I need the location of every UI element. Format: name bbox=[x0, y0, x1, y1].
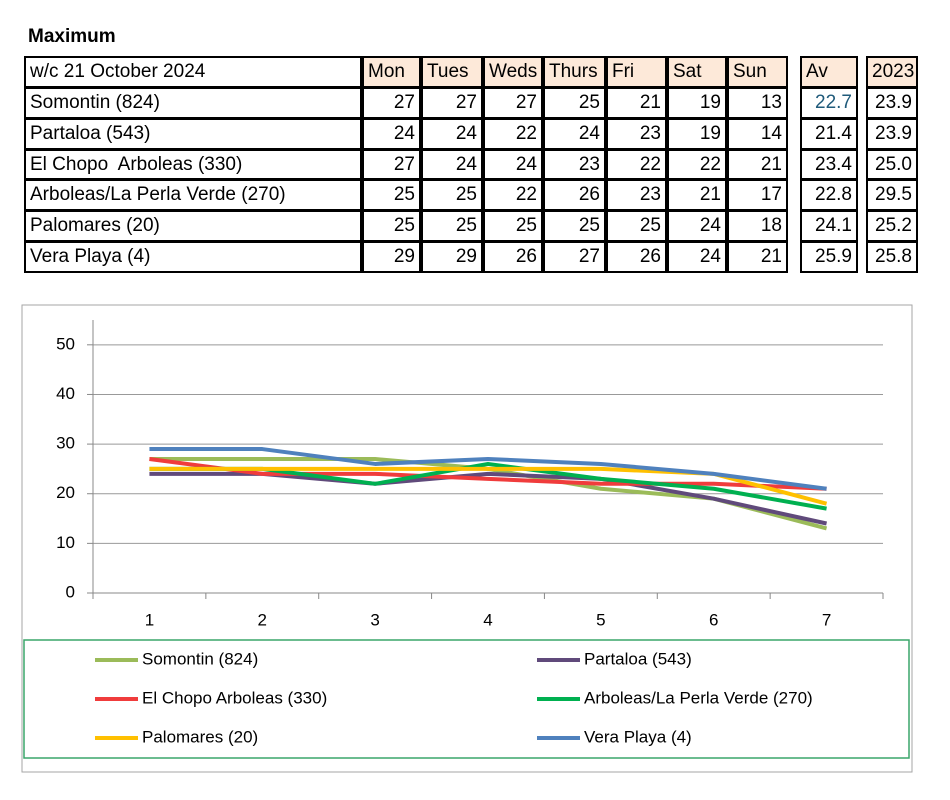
series-line bbox=[149, 456, 827, 491]
value-cell: 21 bbox=[727, 241, 788, 273]
y-tick-label: 30 bbox=[56, 434, 75, 453]
legend-label: El Chopo Arboleas (330) bbox=[142, 688, 327, 707]
value-cell: 24.1 bbox=[800, 210, 858, 242]
value-cell: 29 bbox=[362, 241, 421, 273]
legend-label: Vera Playa (4) bbox=[584, 727, 692, 746]
x-tick-label: 4 bbox=[483, 610, 492, 629]
header-cell: 2023 bbox=[866, 56, 918, 88]
series-line bbox=[149, 447, 827, 491]
value-cell: 25 bbox=[421, 210, 483, 242]
value-cell: 25 bbox=[483, 210, 543, 242]
y-tick-label: 10 bbox=[56, 533, 75, 552]
chart-frame bbox=[21, 304, 913, 773]
header-cell: Thurs bbox=[543, 56, 606, 88]
value-cell: 25 bbox=[543, 210, 606, 242]
legend-label: Palomares (20) bbox=[142, 727, 258, 746]
header-cell: Weds bbox=[483, 56, 543, 88]
x-tick-label: 1 bbox=[145, 610, 154, 629]
y-tick-label: 50 bbox=[56, 334, 75, 353]
value-cell: 24 bbox=[667, 241, 727, 273]
value-cell: 25.8 bbox=[866, 241, 918, 273]
value-cell: 27 bbox=[543, 241, 606, 273]
x-tick-label: 5 bbox=[596, 610, 605, 629]
value-cell: 24 bbox=[667, 210, 727, 242]
header-cell: Tues bbox=[421, 56, 483, 88]
x-tick-label: 2 bbox=[258, 610, 267, 629]
legend-label: Somontin (824) bbox=[142, 649, 258, 668]
value-cell: 25 bbox=[362, 210, 421, 242]
y-tick-label: 20 bbox=[56, 483, 75, 502]
legend-box bbox=[23, 639, 910, 759]
y-tick-label: 0 bbox=[66, 582, 75, 601]
value-cell: 29 bbox=[421, 241, 483, 273]
y-tick-label: 40 bbox=[56, 384, 75, 403]
value-cell: 26 bbox=[606, 241, 667, 273]
x-tick-label: 3 bbox=[370, 610, 379, 629]
series-line bbox=[149, 471, 828, 526]
value-cell: 25.9 bbox=[800, 241, 858, 273]
value-cell: 18 bbox=[727, 210, 788, 242]
x-tick-label: 7 bbox=[822, 610, 831, 629]
value-cell: 25.2 bbox=[866, 210, 918, 242]
legend-label: Arboleas/La Perla Verde (270) bbox=[584, 688, 813, 707]
value-cell: 25 bbox=[606, 210, 667, 242]
row-label: Palomares (20) bbox=[24, 210, 362, 242]
x-tick-label: 6 bbox=[709, 610, 718, 629]
value-cell: 26 bbox=[483, 241, 543, 273]
legend-label: Partaloa (543) bbox=[584, 649, 692, 668]
header-cell: Sat bbox=[667, 56, 727, 88]
row-label: Vera Playa (4) bbox=[24, 241, 362, 273]
table-title: Maximum bbox=[28, 26, 116, 47]
